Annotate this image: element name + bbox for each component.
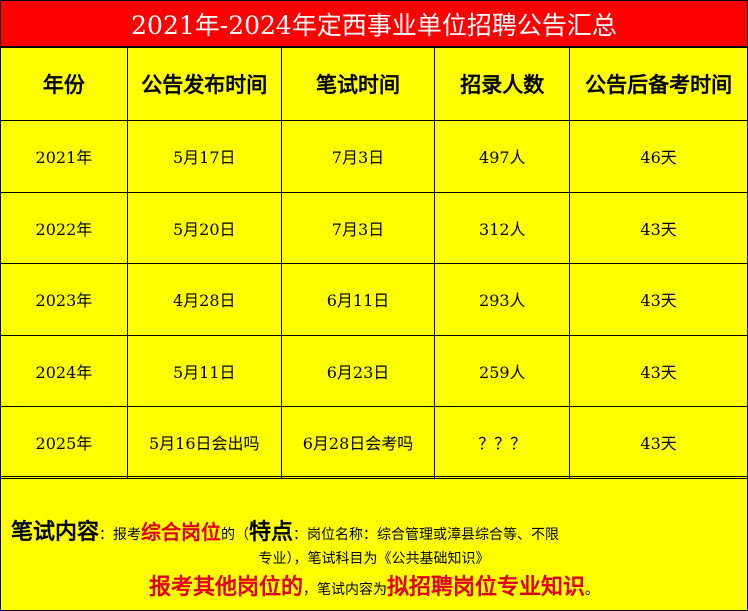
feature-label: 特点 bbox=[249, 519, 294, 545]
cell-prep-time: 43天 bbox=[569, 406, 748, 479]
page-title: 2021年-2024年定西事业单位招聘公告汇总 bbox=[0, 0, 748, 47]
highlight-general-post: 综合岗位 bbox=[141, 520, 222, 544]
cell-announce-date: 5月11日 bbox=[126, 334, 282, 407]
notes-line-2: 专业），笔试科目为《公共基础知识》 bbox=[258, 551, 490, 567]
cell-exam-date: 7月3日 bbox=[280, 191, 436, 264]
table-row: 2021年 5月17日 7月3日 497人 46天 bbox=[0, 120, 748, 193]
cell-headcount: 312人 bbox=[434, 191, 571, 264]
cell-headcount: 293人 bbox=[434, 263, 571, 336]
cell-announce-date: 4月28日 bbox=[126, 263, 282, 336]
header-prep-time: 公告后备考时间 bbox=[569, 47, 748, 121]
text: 。 bbox=[585, 582, 600, 598]
cell-year: 2024年 bbox=[0, 334, 128, 407]
cell-year: 2022年 bbox=[0, 191, 128, 264]
exam-notes: 笔试内容：报考综合岗位的（特点：岗位名称：综合管理或漳县综合等、不限 专业），笔… bbox=[0, 476, 748, 611]
cell-exam-date: 7月3日 bbox=[280, 120, 436, 193]
cell-year: 2021年 bbox=[0, 120, 128, 193]
cell-prep-time: 43天 bbox=[569, 263, 748, 336]
notes-label: 笔试内容 bbox=[11, 519, 100, 545]
cell-prep-time: 43天 bbox=[569, 334, 748, 407]
cell-headcount: 259人 bbox=[434, 334, 571, 407]
header-announce-date: 公告发布时间 bbox=[126, 47, 282, 121]
cell-announce-date: 5月16日会出吗 bbox=[126, 406, 282, 479]
table-row: 2022年 5月20日 7月3日 312人 43天 bbox=[0, 191, 748, 264]
cell-prep-time: 46天 bbox=[569, 120, 748, 193]
header-exam-date: 笔试时间 bbox=[280, 47, 436, 121]
header-headcount: 招录人数 bbox=[434, 47, 571, 121]
cell-year: 2025年 bbox=[0, 406, 128, 479]
table-header: 年份 公告发布时间 笔试时间 招录人数 公告后备考时间 bbox=[0, 47, 748, 121]
cell-announce-date: 5月20日 bbox=[126, 191, 282, 264]
colon: ： bbox=[99, 527, 114, 543]
cell-year: 2023年 bbox=[0, 263, 128, 336]
text: 的（ bbox=[221, 527, 250, 543]
notes-line-3: 报考其他岗位的，笔试内容为拟招聘岗位专业知识。 bbox=[1, 570, 747, 607]
cell-announce-date: 5月17日 bbox=[126, 120, 282, 193]
cell-exam-date: 6月28日会考吗 bbox=[280, 406, 436, 479]
cell-headcount: 497人 bbox=[434, 120, 571, 193]
text: ：岗位名称：综合管理或漳县综合等、不限 bbox=[293, 527, 560, 543]
text: ，笔试内容为 bbox=[303, 582, 387, 598]
table-row: 2023年 4月28日 6月11日 293人 43天 bbox=[0, 263, 748, 336]
notes-line-1: 笔试内容：报考综合岗位的（特点：岗位名称：综合管理或漳县综合等、不限 bbox=[1, 519, 747, 548]
highlight-professional-knowledge: 拟招聘岗位专业知识 bbox=[387, 574, 586, 600]
table-row: 2024年 5月11日 6月23日 259人 43天 bbox=[0, 334, 748, 407]
header-year: 年份 bbox=[0, 47, 128, 121]
cell-exam-date: 6月23日 bbox=[280, 334, 436, 407]
recruitment-table: 年份 公告发布时间 笔试时间 招录人数 公告后备考时间 2021年 5月17日 7月… bbox=[0, 47, 748, 479]
cell-headcount: ？？？ bbox=[434, 406, 571, 479]
highlight-other-posts: 报考其他岗位的 bbox=[148, 574, 303, 600]
text: 报考 bbox=[113, 527, 142, 543]
cell-prep-time: 43天 bbox=[569, 191, 748, 264]
table-row: 2025年 5月16日会出吗 6月28日会考吗？？？ 43天 bbox=[0, 406, 748, 479]
cell-exam-date: 6月11日 bbox=[280, 263, 436, 336]
